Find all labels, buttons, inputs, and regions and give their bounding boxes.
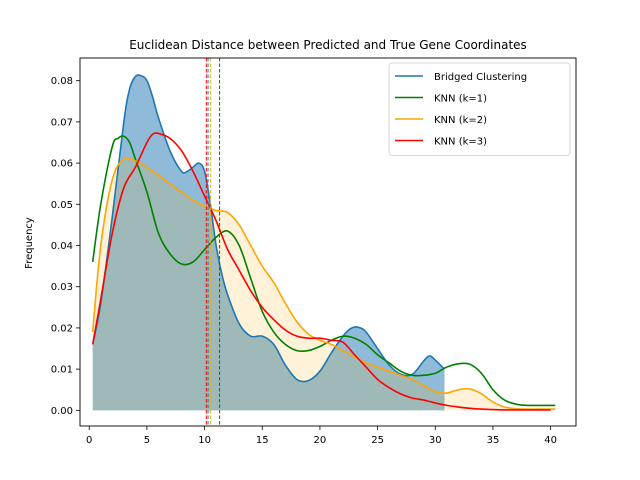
- x-tick-label: 20: [314, 435, 327, 446]
- x-tick-label: 30: [429, 435, 442, 446]
- y-tick-label: 0.08: [51, 76, 73, 87]
- x-tick-label: 5: [144, 435, 150, 446]
- y-tick-label: 0.05: [51, 200, 73, 211]
- legend-label-knn-k-2: KNN (k=2): [434, 115, 487, 126]
- legend-box: [388, 62, 571, 156]
- knn-k-2-line: [91, 156, 556, 410]
- axes-frame: [79, 57, 577, 427]
- y-tick-label: 0.02: [51, 323, 73, 334]
- bridged-clustering-fill: [92, 75, 445, 411]
- y-tick-label: 0.06: [51, 159, 73, 170]
- y-tick-label: 0.04: [51, 241, 73, 252]
- chart-title: Euclidean Distance between Predicted and…: [129, 38, 527, 52]
- x-tick-label: 40: [544, 435, 557, 446]
- y-axis-label: Frequency: [24, 217, 35, 269]
- x-tick-label: 25: [371, 435, 384, 446]
- legend-label-bridged-clustering: Bridged Clustering: [434, 72, 527, 83]
- y-tick-label: 0.03: [51, 282, 73, 293]
- bridged-clustering-line: [91, 74, 446, 383]
- y-tick-label: 0.00: [51, 406, 73, 417]
- x-tick-label: 15: [256, 435, 269, 446]
- x-tick-label: 0: [86, 435, 92, 446]
- y-tick-label: 0.01: [51, 365, 73, 376]
- legend-label-knn-k-3: KNN (k=3): [434, 137, 487, 148]
- x-tick-label: 35: [487, 435, 500, 446]
- plot-area: 0 5 10 15 20 25 30 35 40 0.00 0.01 0.02 0.03 0.04 0.05…: [51, 57, 577, 446]
- knn-k-3-line: [91, 132, 551, 411]
- y-tick-label: 0.07: [51, 117, 73, 128]
- legend-label-knn-k-1: KNN (k=1): [434, 94, 487, 105]
- legend: Bridged Clustering KNN (k=1) KNN (k=2) KNN …: [388, 62, 571, 156]
- x-tick-label: 10: [198, 435, 211, 446]
- knn-k-1-line: [91, 135, 556, 407]
